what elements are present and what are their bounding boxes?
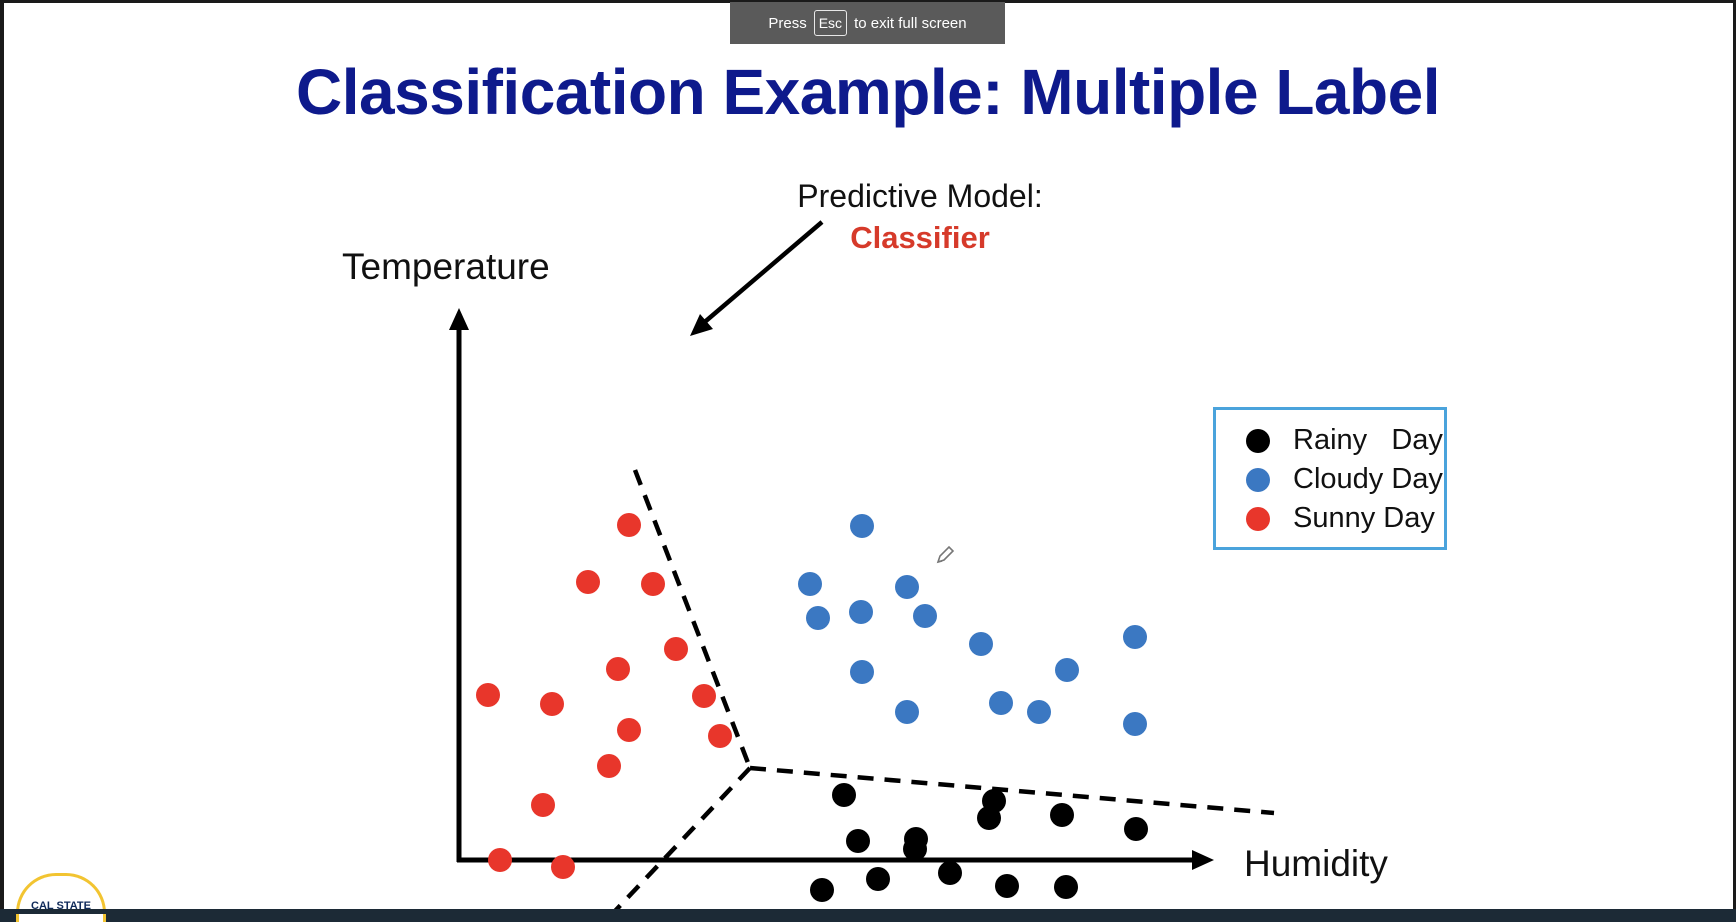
banner-suffix-text: to exit full screen [854,14,967,32]
window-frame-top [0,0,1736,3]
banner-press-text: Press [768,14,807,32]
point-rainy-3 [938,861,962,885]
point-cloudy-10 [850,660,874,684]
point-cloudy-4 [806,606,830,630]
legend-item-sunny: Sunny Day [1246,502,1435,535]
data-points [476,513,1148,902]
slide-title: Classification Example: Multiple Label [296,56,1440,128]
point-cloudy-5 [849,600,873,624]
boundary-line-2 [749,765,1275,816]
boundary-line-1 [632,469,753,769]
legend-marker-cloudy [1246,467,1270,492]
point-sunny-3 [641,572,665,596]
pen-cursor-icon [936,545,955,564]
legend: Rainy Day Cloudy Day Sunny Day [1213,407,1447,550]
legend-label-rainy: Rainy Day [1293,424,1443,456]
point-sunny-2 [576,570,600,594]
x-axis-arrowhead [1192,850,1214,870]
legend-marker-rainy [1246,428,1270,453]
point-cloudy-13 [1027,700,1051,724]
predictive-model-label: Predictive Model: [797,178,1043,214]
point-cloudy-3 [895,575,919,599]
y-axis-label: Temperature [342,246,550,287]
point-sunny-11 [597,754,621,778]
point-sunny-5 [606,657,630,681]
point-rainy-9 [1050,803,1074,827]
point-sunny-7 [540,692,564,716]
point-cloudy-7 [969,632,993,656]
classifier-label: Classifier [850,220,990,255]
point-cloudy-9 [1123,625,1147,649]
point-cloudy-12 [989,691,1013,715]
point-rainy-1 [810,878,834,902]
window-frame-right [1733,0,1736,914]
point-rainy-6 [846,829,870,853]
point-rainy-5 [1054,875,1078,899]
window-frame-bottom [0,909,1736,914]
decision-boundaries [609,469,1275,914]
legend-item-rainy: Rainy Day [1246,424,1443,457]
point-cloudy-2 [798,572,822,596]
point-sunny-10 [708,724,732,748]
point-rainy-12 [904,827,928,851]
legend-label-sunny: Sunny Day [1293,502,1435,534]
point-cloudy-14 [1123,712,1147,736]
point-rainy-2 [866,867,890,891]
point-sunny-9 [692,684,716,708]
point-cloudy-8 [1055,658,1079,682]
point-cloudy-11 [895,700,919,724]
point-sunny-8 [617,718,641,742]
legend-marker-sunny [1246,506,1270,531]
boundary-line-3 [609,766,752,914]
point-rainy-13 [982,789,1006,813]
axes [449,308,1214,870]
legend-item-cloudy: Cloudy Day [1246,463,1443,496]
x-axis-label: Humidity [1244,843,1388,884]
point-sunny-6 [476,683,500,707]
y-axis-arrowhead [449,308,469,330]
point-sunny-1 [617,513,641,537]
point-cloudy-1 [850,514,874,538]
exit-fullscreen-banner: Press Esc to exit full screen [730,2,1005,44]
point-cloudy-6 [913,604,937,628]
esc-key-hint[interactable]: Esc [813,10,848,36]
point-sunny-4 [664,637,688,661]
model-pointer-arrow [690,220,824,336]
point-rainy-10 [1124,817,1148,841]
point-sunny-14 [551,855,575,879]
point-rainy-11 [832,783,856,807]
legend-label-cloudy: Cloudy Day [1293,463,1443,495]
point-sunny-13 [488,848,512,872]
window-frame-left [0,0,4,914]
point-rainy-4 [995,874,1019,898]
point-sunny-12 [531,793,555,817]
